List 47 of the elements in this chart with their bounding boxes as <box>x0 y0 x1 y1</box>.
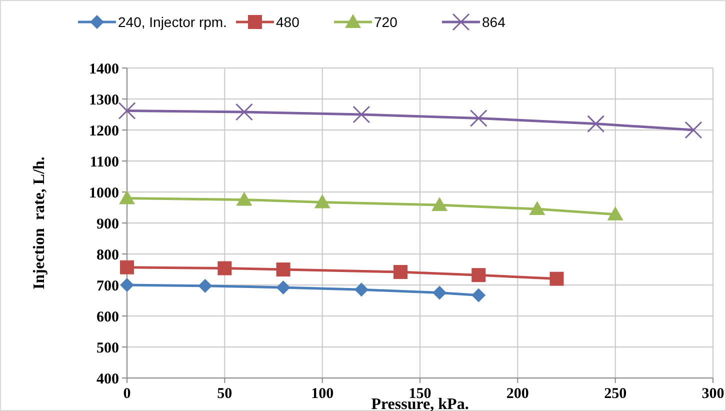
point <box>684 121 702 139</box>
y-tick-label: 1200 <box>89 123 119 140</box>
y-tick-label: 500 <box>96 340 119 356</box>
point <box>120 278 134 292</box>
x-tick-label: 200 <box>506 386 529 402</box>
y-tick-label: 600 <box>96 309 119 326</box>
y-tick-label: 1300 <box>89 92 119 108</box>
x-tick-label: 0 <box>123 386 131 402</box>
legend-label: 864 <box>482 14 506 30</box>
x-tick-label: 100 <box>311 386 334 402</box>
point <box>472 288 486 302</box>
x-tick-label: 150 <box>408 386 432 402</box>
legend-label: 720 <box>374 14 398 30</box>
x-tick-label: 250 <box>604 386 627 402</box>
point <box>218 261 232 276</box>
point <box>529 201 546 216</box>
point <box>354 282 368 297</box>
x-tick-label: 300 <box>702 386 724 402</box>
y-tick-label: 1000 <box>89 185 119 202</box>
y-axis-title: Injection rate, L/h. <box>31 156 48 290</box>
y-tick-label: 1400 <box>89 61 119 78</box>
y-tick-label: 700 <box>96 278 119 294</box>
legend-label: 480 <box>276 14 300 30</box>
point <box>120 260 134 274</box>
legend-label: 240, Injector rpm. <box>118 14 227 30</box>
point <box>472 268 486 282</box>
point <box>198 278 212 293</box>
x-tick-label: 50 <box>217 386 232 402</box>
point <box>393 264 408 279</box>
point <box>432 286 447 300</box>
point <box>587 115 605 133</box>
y-tick-label: 800 <box>96 247 119 264</box>
y-tick-label: 900 <box>96 216 119 232</box>
point <box>235 103 253 121</box>
point <box>314 194 330 208</box>
point <box>118 102 136 120</box>
point <box>432 197 448 212</box>
point <box>470 109 488 127</box>
point <box>276 280 290 294</box>
y-tick-label: 400 <box>96 371 119 388</box>
point <box>276 262 290 276</box>
y-tick-label: 1100 <box>90 154 119 170</box>
point <box>550 272 564 286</box>
point <box>352 106 370 124</box>
point <box>119 190 135 204</box>
point <box>607 206 624 220</box>
point <box>236 192 252 206</box>
